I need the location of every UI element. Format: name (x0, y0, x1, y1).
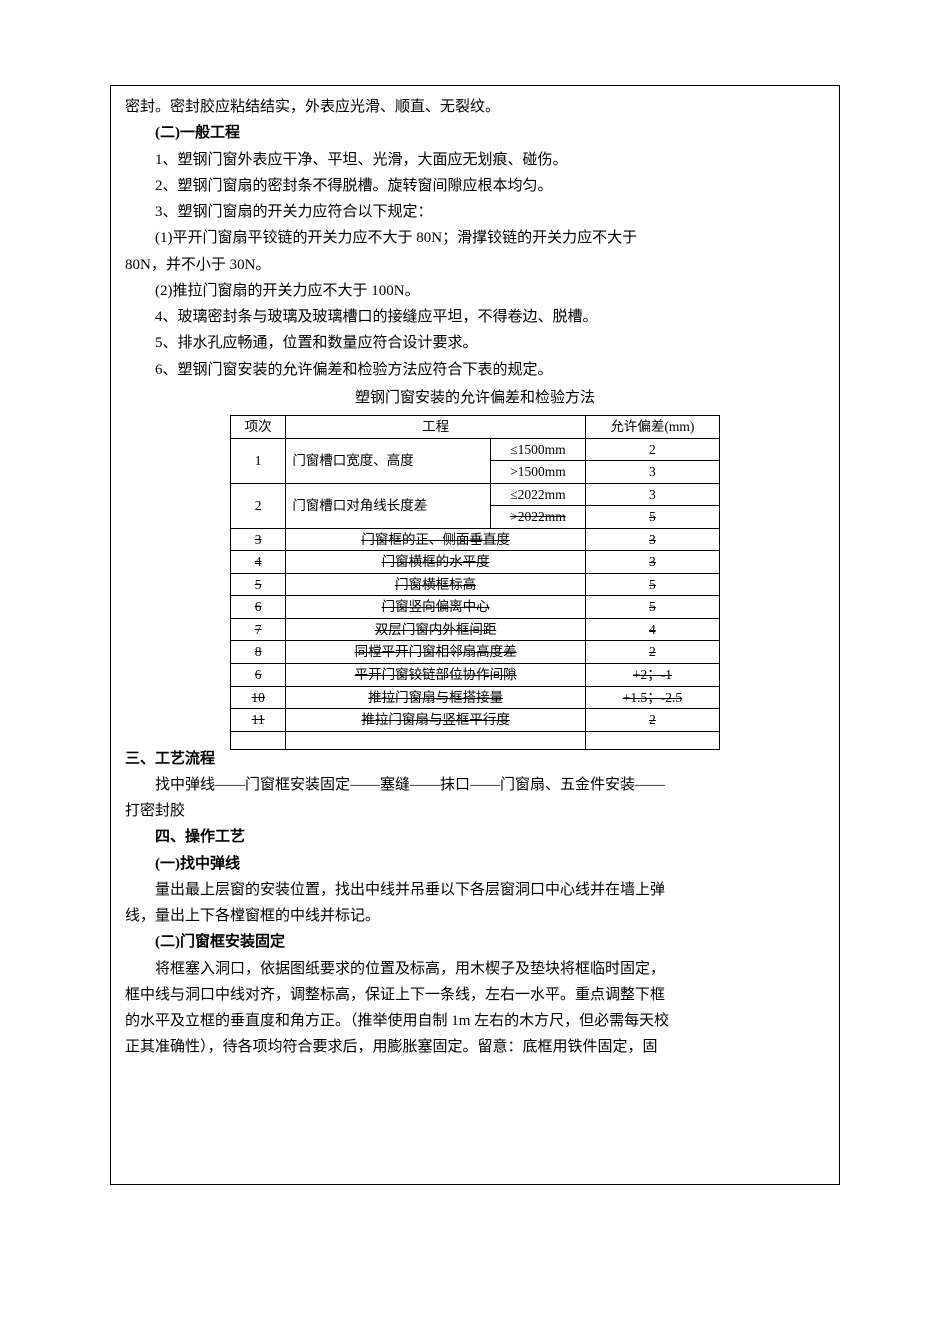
cell-tol: +1.5；-2.5 (585, 686, 719, 709)
cell-item: 门窗横框的水平度 (286, 551, 586, 574)
op2-line-a: 将框塞入洞口，依据图纸要求的位置及标高，用木楔子及垫块将框临时固定， (125, 956, 825, 982)
cell-cond: ≤1500mm (490, 438, 585, 461)
table-row: 7 双层门窗内外框间距 4 (231, 618, 720, 641)
table-row: 4 门窗横框的水平度 3 (231, 551, 720, 574)
cell-cond: >2022mm (490, 506, 585, 529)
cell-no: 5 (231, 573, 286, 596)
cell-item: 门窗槽口宽度、高度 (286, 438, 491, 483)
heading-process: 三、工艺流程 (125, 746, 825, 772)
cell-no: 11 (231, 709, 286, 732)
table-header-row: 项次 工程 允许偏差(mm) (231, 416, 720, 439)
cell-tol: 3 (585, 483, 719, 506)
item-g3-2: (2)推拉门窗扇的开关力应不大于 100N。 (125, 278, 825, 304)
cell-no: 7 (231, 618, 286, 641)
op1-line-b: 线，量出上下各樘窗框的中线并标记。 (125, 903, 825, 929)
table-row: 2 门窗槽口对角线长度差 ≤2022mm 3 (231, 483, 720, 506)
table-row: 5 门窗横框标高 5 (231, 573, 720, 596)
item-g6: 6、塑钢门窗安装的允许偏差和检验方法应符合下表的规定。 (125, 357, 825, 383)
cell-item: 双层门窗内外框间距 (286, 618, 586, 641)
cell-tol: 3 (585, 528, 719, 551)
cell-tol: 3 (585, 461, 719, 484)
cell-tol: 2 (585, 641, 719, 664)
cell-no: 8 (231, 641, 286, 664)
cell-cond: >1500mm (490, 461, 585, 484)
cell-tol: 3 (585, 551, 719, 574)
cell-no: 1 (231, 438, 286, 483)
table-row: 3 门窗框的正、侧面垂直度 3 (231, 528, 720, 551)
table-row: 6 门窗竖向偏离中心 5 (231, 596, 720, 619)
table-title: 塑钢门窗安装的允许偏差和检验方法 (125, 385, 825, 411)
cell-tol: 5 (585, 506, 719, 529)
item-g4: 4、玻璃密封条与玻璃及玻璃槽口的接缝应平坦，不得卷边、脱槽。 (125, 304, 825, 330)
th-tol: 允许偏差(mm) (585, 416, 719, 439)
cell-tol: 5 (585, 573, 719, 596)
op2-line-c: 的水平及立框的垂直度和角方正。（推举使用自制 1m 左右的木方尺，但必需每天校 (125, 1008, 825, 1034)
cell-no: 6 (231, 596, 286, 619)
cell-tol: 5 (585, 596, 719, 619)
heading-operation: 四、操作工艺 (125, 824, 825, 850)
cell-tol: 2 (585, 709, 719, 732)
process-line-a: 找中弹线——门窗框安装固定——塞缝——抹口——门窗扇、五金件安装—— (125, 772, 825, 798)
table-row: 1 门窗槽口宽度、高度 ≤1500mm 2 (231, 438, 720, 461)
cell-item: 门窗框的正、侧面垂直度 (286, 528, 586, 551)
item-g3-1a: (1)平开门窗扇平铰链的开关力应不大于 80N；滑撑铰链的开关力应不大于 (125, 225, 825, 251)
op1-line-a: 量出最上层窗的安装位置，找出中线并吊垂以下各层窗洞口中心线并在墙上弹 (125, 877, 825, 903)
table-row: 11 推拉门窗扇与竖框平行度 2 (231, 709, 720, 732)
item-g1: 1、塑钢门窗外表应干净、平坦、光滑，大面应无划痕、碰伤。 (125, 147, 825, 173)
cell-tol: +2；-1 (585, 664, 719, 687)
heading-general: (二)一般工程 (125, 120, 825, 146)
table-row: 10 推拉门窗扇与框搭接量 +1.5；-2.5 (231, 686, 720, 709)
cell-cond: ≤2022mm (490, 483, 585, 506)
cell-no: 10 (231, 686, 286, 709)
cell-item: 同樘平开门窗相邻扇高度差 (286, 641, 586, 664)
table-row: 6 平开门窗铰链部位协作间隙 +2；-1 (231, 664, 720, 687)
item-g2: 2、塑钢门窗扇的密封条不得脱槽。旋转窗间隙应根本均匀。 (125, 173, 825, 199)
cell-item: 推拉门窗扇与框搭接量 (286, 686, 586, 709)
item-g3: 3、塑钢门窗扇的开关力应符合以下规定： (125, 199, 825, 225)
op2-line-d: 正其准确性），待各项均符合要求后，用膨胀塞固定。留意：底框用铁件固定，固 (125, 1034, 825, 1060)
heading-op1: (一)找中弹线 (125, 851, 825, 877)
cell-item: 平开门窗铰链部位协作间隙 (286, 664, 586, 687)
op2-line-b: 框中线与洞口中线对齐，调整标高，保证上下一条线，左右一水平。重点调整下框 (125, 982, 825, 1008)
page-frame: 密封。密封胶应粘结结实，外表应光滑、顺直、无裂纹。 (二)一般工程 1、塑钢门窗… (110, 85, 840, 1185)
item-g3-1b: 80N，并不小于 30N。 (125, 252, 825, 278)
cell-no: 2 (231, 483, 286, 528)
cell-item: 门窗竖向偏离中心 (286, 596, 586, 619)
th-no: 项次 (231, 416, 286, 439)
table-row: 8 同樘平开门窗相邻扇高度差 2 (231, 641, 720, 664)
cell-no: 3 (231, 528, 286, 551)
cell-item: 推拉门窗扇与竖框平行度 (286, 709, 586, 732)
tolerance-table: 项次 工程 允许偏差(mm) 1 门窗槽口宽度、高度 ≤1500mm 2 >15… (230, 415, 720, 750)
heading-op2: (二)门窗框安装固定 (125, 929, 825, 955)
process-line-b: 打密封胶 (125, 798, 825, 824)
cell-item: 门窗横框标高 (286, 573, 586, 596)
intro-line: 密封。密封胶应粘结结实，外表应光滑、顺直、无裂纹。 (125, 94, 825, 120)
cell-tol: 4 (585, 618, 719, 641)
item-g5: 5、排水孔应畅通，位置和数量应符合设计要求。 (125, 330, 825, 356)
th-item: 工程 (286, 416, 586, 439)
cell-no: 4 (231, 551, 286, 574)
cell-item: 门窗槽口对角线长度差 (286, 483, 491, 528)
cell-tol: 2 (585, 438, 719, 461)
cell-no: 6 (231, 664, 286, 687)
